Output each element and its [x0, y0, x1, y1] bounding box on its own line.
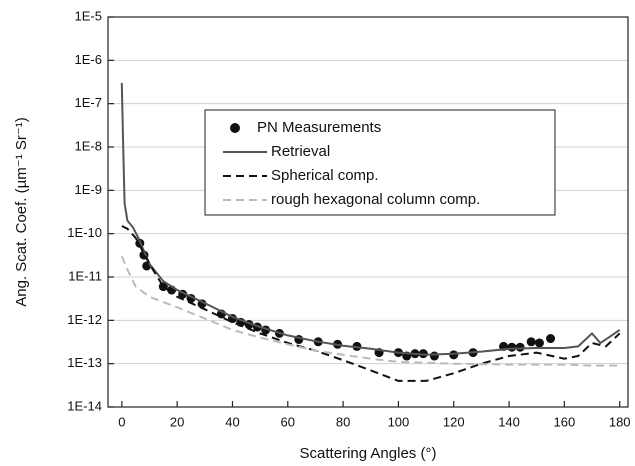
legend-marker	[230, 123, 240, 133]
legend-box	[204, 109, 556, 216]
x-tick-label: 40	[225, 414, 239, 429]
y-tick-label: 1E-12	[67, 312, 102, 327]
y-tick-label: 1E-11	[68, 268, 102, 283]
y-tick-label: 1E-5	[75, 8, 102, 23]
data-line	[121, 225, 621, 382]
y-tick-label: 1E-13	[67, 355, 102, 370]
x-tick-label: 80	[336, 414, 350, 429]
data-point	[546, 334, 556, 344]
x-tick-label: 0	[118, 414, 125, 429]
y-tick-label: 1E-9	[75, 182, 102, 197]
x-axis-title: Scattering Angles (°)	[300, 445, 437, 462]
data-point	[526, 337, 536, 347]
legend-label: PN Measurements	[257, 119, 381, 136]
legend-label: Spherical comp.	[271, 167, 379, 184]
y-tick-label: 1E-6	[75, 52, 102, 67]
x-tick-label: 60	[281, 414, 295, 429]
data-point	[534, 338, 544, 348]
x-tick-label: 160	[554, 414, 576, 429]
legend-label: Retrieval	[271, 143, 330, 160]
data-point	[507, 342, 517, 352]
y-tick-label: 1E-7	[75, 95, 102, 110]
x-tick-label: 20	[170, 414, 184, 429]
y-axis-title: Ang. Scat. Coef. (µm⁻¹ Sr⁻¹)	[13, 117, 30, 307]
legend-label: rough hexagonal column comp.	[271, 191, 480, 208]
data-line	[120, 255, 620, 367]
y-tick-label: 1E-10	[67, 225, 102, 240]
data-line	[120, 82, 621, 356]
y-tick-label: 1E-14	[67, 398, 102, 413]
x-tick-label: 120	[443, 414, 465, 429]
y-tick-label: 1E-8	[75, 138, 102, 153]
x-tick-label: 100	[388, 414, 410, 429]
data-point	[429, 351, 439, 361]
x-tick-label: 140	[498, 414, 520, 429]
data-point	[515, 342, 525, 352]
x-tick-label: 180	[609, 414, 631, 429]
plot-frame	[107, 16, 629, 408]
